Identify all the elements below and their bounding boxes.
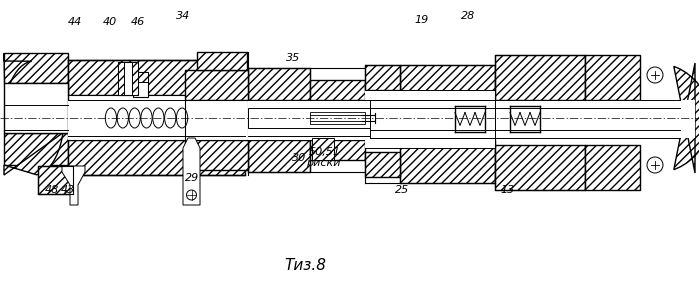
Bar [370,100,495,138]
Bar [365,90,495,148]
Bar [400,140,495,183]
Text: 19: 19 [415,15,429,25]
Bar [495,100,695,138]
Text: 46: 46 [131,17,145,27]
Text: 25: 25 [395,185,409,195]
Text: 48: 48 [45,185,59,195]
Bar [4,83,68,133]
Text: 13: 13 [501,185,515,195]
Bar [68,140,245,175]
Bar [68,60,245,95]
Bar [132,62,138,95]
Polygon shape [4,53,31,103]
Bar [248,68,310,100]
Bar [133,72,148,97]
Bar [38,166,73,194]
Text: 43: 43 [61,185,75,195]
Bar [248,100,370,140]
Bar [4,133,68,165]
Text: 34: 34 [176,11,190,21]
Bar [185,100,248,140]
Bar [68,100,245,136]
Bar [185,70,248,100]
Polygon shape [674,63,699,173]
Bar [4,53,68,83]
Bar [133,72,148,82]
Bar [310,112,365,124]
Bar [312,138,334,160]
Polygon shape [62,166,85,205]
Text: 29: 29 [185,173,199,183]
Bar [197,52,247,70]
Bar [585,145,640,190]
Bar [68,95,245,140]
Text: 44: 44 [68,17,82,27]
Polygon shape [183,138,200,205]
Bar [118,62,124,95]
Bar [365,152,400,177]
Bar [248,140,310,172]
Text: 50,51: 50,51 [309,147,341,157]
Bar [365,65,400,90]
Text: 30: 30 [292,153,306,163]
Bar [310,140,365,160]
Polygon shape [4,133,63,175]
Bar [310,80,365,100]
Text: Τиз.8: Τиз.8 [284,258,326,273]
Bar [118,62,138,95]
Bar [495,145,585,190]
Text: 35: 35 [286,53,300,63]
Text: 28: 28 [461,11,475,21]
Bar [495,55,585,100]
Bar [585,55,640,100]
Bar [185,140,248,170]
Bar [400,65,495,108]
Text: риски: риски [305,158,340,168]
Text: 40: 40 [103,17,117,27]
Bar [248,108,370,128]
